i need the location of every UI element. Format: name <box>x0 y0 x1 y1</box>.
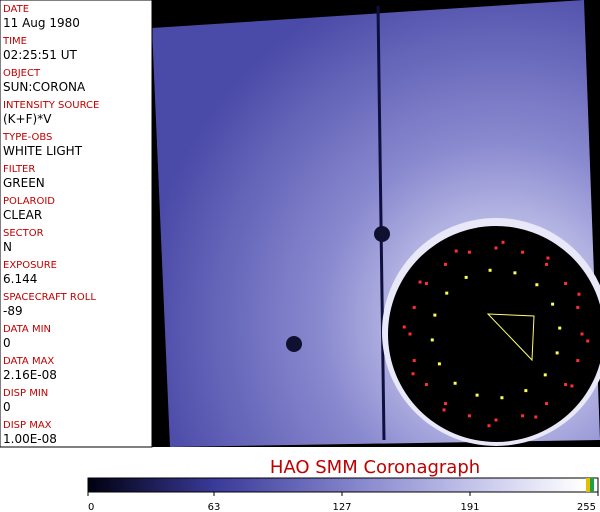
field-label: DATA MAX <box>3 356 54 367</box>
field-value: (K+F)*V <box>3 112 52 126</box>
marker-dot <box>443 402 447 406</box>
field-label: FILTER <box>3 164 35 175</box>
marker-dot <box>543 373 547 377</box>
marker-dot <box>558 326 562 330</box>
marker-dot <box>580 332 584 336</box>
marker-dot <box>494 418 498 422</box>
field-value: N <box>3 240 12 254</box>
field-label: SECTOR <box>3 228 44 239</box>
colorbar-ticks: 0 63 127 191 255 <box>87 492 599 512</box>
field-value: WHITE LIGHT <box>3 144 83 158</box>
marker-dot <box>586 339 590 343</box>
field-label: TYPE-OBS <box>2 132 52 143</box>
marker-dot <box>513 271 517 275</box>
tick-label: 191 <box>460 502 479 512</box>
marker-dot <box>445 291 449 295</box>
tick-label: 255 <box>577 502 596 512</box>
tick-label: 0 <box>88 502 94 512</box>
markers <box>402 240 590 428</box>
marker-dot <box>564 281 568 285</box>
field-value: 0 <box>3 336 11 350</box>
field-label: DISP MIN <box>3 388 48 399</box>
marker-dot <box>418 280 422 284</box>
field-value: 02:25:51 UT <box>3 48 77 62</box>
field-label: DATA MIN <box>3 324 51 335</box>
marker-dot <box>430 338 434 342</box>
field-label: DISP MAX <box>3 420 52 431</box>
field-value: 0 <box>3 400 11 414</box>
marker-dot <box>454 249 458 253</box>
field-label: DATE <box>3 4 29 15</box>
field-value: 2.16E-08 <box>3 368 57 382</box>
marker-dot <box>475 393 479 397</box>
marker-dot <box>524 389 528 393</box>
info-panel <box>0 0 153 448</box>
colorbar-end <box>586 478 590 492</box>
marker-dot <box>467 250 471 254</box>
marker-dot <box>521 414 525 418</box>
colorbar-end <box>590 478 594 492</box>
marker-dot <box>464 275 468 279</box>
marker-dot <box>442 408 446 412</box>
marker-dot <box>402 325 406 329</box>
marker-dot <box>501 240 505 244</box>
marker-dot <box>534 415 538 419</box>
marker-dot <box>437 362 441 366</box>
marker-dot <box>408 332 412 336</box>
marker-dot <box>555 351 559 355</box>
marker-dot <box>576 305 580 309</box>
marker-dot <box>487 424 491 428</box>
marker-dot <box>411 372 415 376</box>
pylon <box>376 5 386 441</box>
marker-dot <box>535 283 539 287</box>
dust-spot <box>286 336 302 352</box>
field-label: EXPOSURE <box>3 260 57 271</box>
marker-dot <box>545 402 549 406</box>
marker-dot <box>424 281 428 285</box>
marker-dot <box>494 246 498 250</box>
field-value: 6.144 <box>3 272 37 286</box>
field-value: SUN:CORONA <box>3 80 86 94</box>
marker-dot <box>577 292 581 296</box>
field-label: SPACECRAFT ROLL <box>3 292 96 303</box>
marker-dot <box>412 305 416 309</box>
marker-dot <box>433 313 437 317</box>
marker-dot <box>545 262 549 266</box>
pylon-mount <box>374 226 390 242</box>
marker-dot <box>412 359 416 363</box>
tick-label: 63 <box>208 502 221 512</box>
marker-dot <box>521 250 525 254</box>
marker-dot <box>443 262 447 266</box>
field-value: GREEN <box>3 176 45 190</box>
field-value: 11 Aug 1980 <box>3 16 80 30</box>
field-value: 1.00E-08 <box>3 432 57 446</box>
marker-dot <box>424 383 428 387</box>
marker-dot <box>570 384 574 388</box>
marker-dot <box>546 256 550 260</box>
field-label: OBJECT <box>3 68 41 79</box>
sun-marker <box>486 313 535 362</box>
marker-dot <box>576 359 580 363</box>
tick-label: 127 <box>332 502 351 512</box>
marker-dot <box>500 396 504 400</box>
marker-dot <box>564 383 568 387</box>
field-label: TIME <box>2 36 27 47</box>
field-label: INTENSITY SOURCE <box>3 100 99 111</box>
field-value: CLEAR <box>3 208 42 222</box>
colorbar <box>87 477 599 493</box>
occulter <box>388 226 600 442</box>
marker-dot <box>551 302 555 306</box>
marker-dot <box>453 381 457 385</box>
title: HAO SMM Coronagraph <box>270 457 480 478</box>
field-label: POLAROID <box>3 196 55 207</box>
marker-dot <box>467 414 471 418</box>
field-value: -89 <box>3 304 23 318</box>
marker-dot <box>488 268 492 272</box>
